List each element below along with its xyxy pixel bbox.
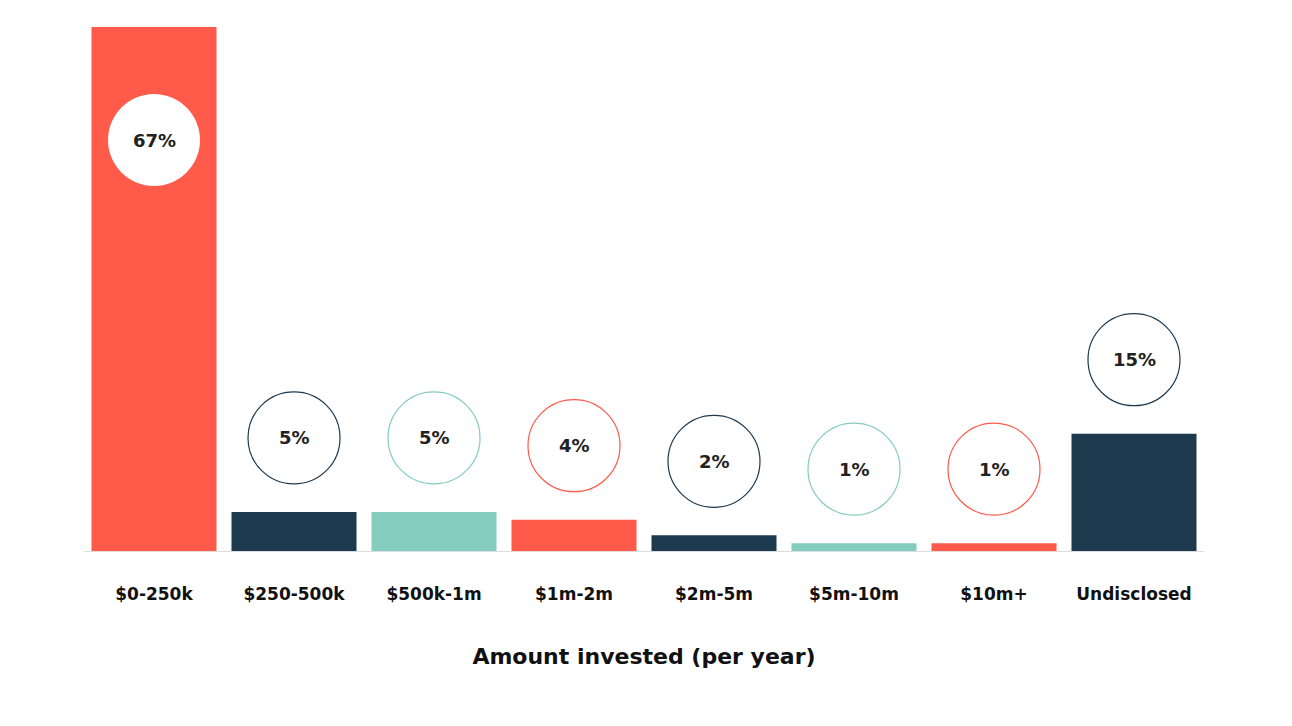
svg-text:5%: 5% — [419, 427, 450, 448]
svg-text:Undisclosed: Undisclosed — [1076, 584, 1191, 604]
svg-text:$10m+: $10m+ — [960, 584, 1027, 604]
svg-text:4%: 4% — [559, 435, 590, 456]
svg-text:2%: 2% — [699, 451, 730, 472]
svg-text:$1m-2m: $1m-2m — [535, 584, 613, 604]
svg-text:$500k-1m: $500k-1m — [386, 584, 481, 604]
svg-text:$2m-5m: $2m-5m — [675, 584, 753, 604]
svg-text:$0-250k: $0-250k — [115, 584, 193, 604]
svg-text:1%: 1% — [839, 459, 870, 480]
svg-text:Amount invested (per year): Amount invested (per year) — [472, 644, 815, 669]
svg-text:$5m-10m: $5m-10m — [809, 584, 899, 604]
svg-text:5%: 5% — [279, 427, 310, 448]
svg-text:1%: 1% — [979, 459, 1010, 480]
svg-text:15%: 15% — [1113, 349, 1156, 370]
svg-text:$250-500k: $250-500k — [243, 584, 345, 604]
svg-text:67%: 67% — [133, 130, 176, 151]
